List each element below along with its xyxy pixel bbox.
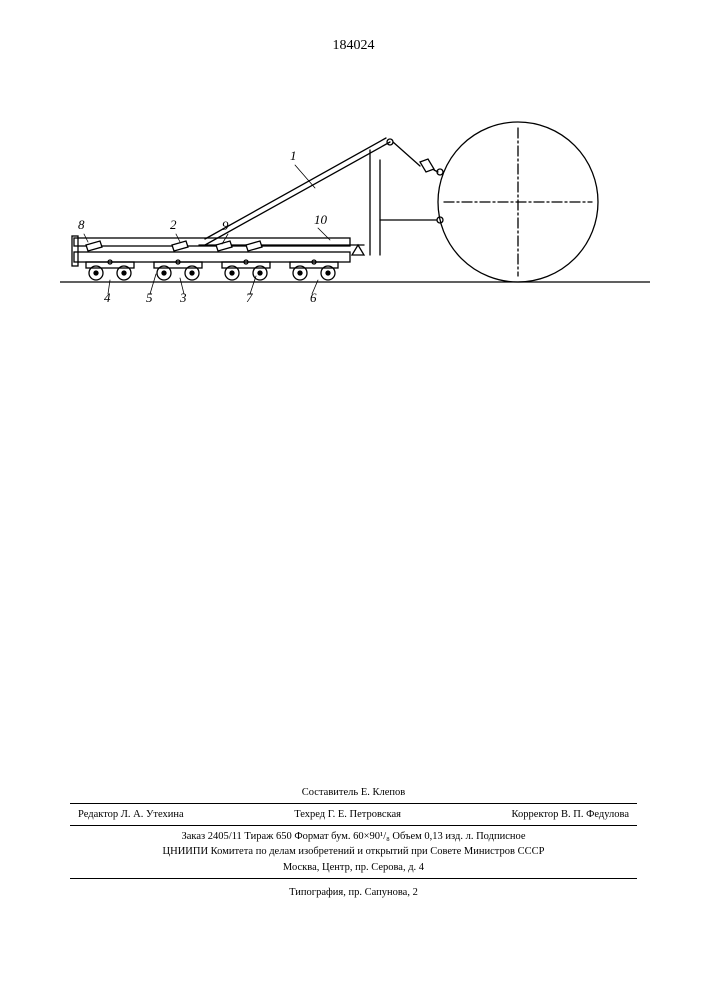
page-number: 184024	[0, 38, 707, 54]
ref-label-7: 7	[246, 290, 253, 306]
ref-label-4: 4	[104, 290, 111, 306]
composer-name: Е. Клепов	[361, 787, 405, 798]
imprint-3: Москва, Центр, пр. Серова, д. 4	[70, 860, 637, 875]
composer-line: Составитель Е. Клепов	[70, 785, 637, 800]
techred: Техред Г. Е. Петровская	[294, 807, 401, 822]
corrector: Корректор В. П. Федулова	[512, 807, 629, 822]
ref-label-5: 5	[146, 290, 153, 306]
divider	[70, 878, 637, 879]
divider	[70, 803, 637, 804]
divider	[70, 825, 637, 826]
typography-line: Типография, пр. Сапунова, 2	[70, 885, 637, 900]
ref-label-2: 2	[170, 217, 177, 233]
imprint-1: Заказ 2405/11 Тираж 650 Формат бум. 60×9…	[70, 829, 637, 844]
ref-label-9: 9	[222, 218, 229, 234]
technical-diagram	[60, 70, 650, 350]
imprint-2: ЦНИИПИ Комитета по делам изобретений и о…	[70, 844, 637, 859]
ref-label-3: 3	[180, 290, 187, 306]
ref-label-10: 10	[314, 212, 327, 228]
ref-label-6: 6	[310, 290, 317, 306]
ref-label-1: 1	[290, 148, 297, 164]
footer-block: Составитель Е. Клепов Редактор Л. А. Уте…	[70, 785, 637, 900]
composer-prefix: Составитель	[302, 787, 358, 798]
roles-line: Редактор Л. А. Утехина Техред Г. Е. Петр…	[70, 807, 637, 822]
ref-label-8: 8	[78, 217, 85, 233]
editor: Редактор Л. А. Утехина	[78, 807, 184, 822]
